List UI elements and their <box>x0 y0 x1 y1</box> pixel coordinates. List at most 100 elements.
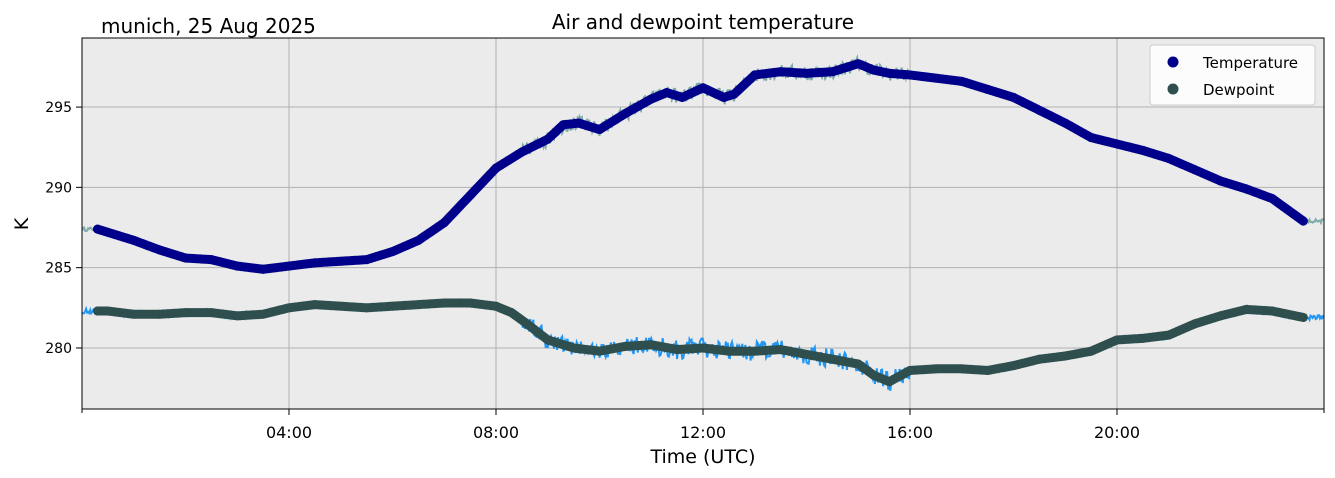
data-point-temperature-14 <box>439 218 449 228</box>
data-point-dewpoint-4 <box>181 308 190 318</box>
data-point-dewpoint-32 <box>869 370 879 380</box>
data-point-temperature-32 <box>827 67 837 77</box>
data-point-dewpoint-12 <box>388 301 397 311</box>
data-point-temperature-15 <box>465 190 475 200</box>
data-point-dewpoint-23 <box>646 340 656 350</box>
data-point-temperature-44 <box>1112 139 1122 149</box>
data-point-dewpoint-43 <box>1138 333 1148 343</box>
data-point-temperature-41 <box>1034 105 1044 115</box>
x-axis: 04:00 08:00 12:00 16:00 20:00 <box>81 409 1325 442</box>
data-point-dewpoint-39 <box>1034 354 1044 364</box>
data-point-temperature-22 <box>620 108 630 118</box>
data-point-dewpoint-28 <box>776 345 786 355</box>
x-tick-label-3: 16:00 <box>887 423 933 442</box>
chart-subtitle: munich, 25 Aug 2025 <box>101 14 316 38</box>
y-tick-label-3: 295 <box>45 100 72 116</box>
data-point-temperature-51 <box>1298 216 1308 226</box>
legend-label-dewpoint: Dewpoint <box>1203 81 1274 99</box>
data-point-temperature-34 <box>869 65 879 75</box>
data-point-dewpoint-47 <box>1241 304 1251 314</box>
x-tick-label-1: 08:00 <box>473 423 519 442</box>
data-point-dewpoint-42 <box>1112 335 1122 345</box>
data-point-temperature-13 <box>413 235 423 245</box>
data-point-temperature-4 <box>181 253 190 263</box>
x-tick-label-0: 04:00 <box>266 423 312 442</box>
data-point-temperature-11 <box>362 255 372 265</box>
legend-marker-temperature <box>1167 56 1179 68</box>
data-point-dewpoint-19 <box>543 335 553 345</box>
data-point-temperature-28 <box>729 89 739 99</box>
data-point-temperature-26 <box>698 83 708 93</box>
data-point-temperature-40 <box>1009 92 1018 102</box>
data-point-dewpoint-34 <box>905 365 915 375</box>
data-point-temperature-25 <box>677 92 687 102</box>
data-point-dewpoint-2 <box>129 309 139 319</box>
data-point-temperature-9 <box>310 258 320 268</box>
y-axis: 280 285 290 295 <box>45 100 82 357</box>
data-point-dewpoint-18 <box>522 319 532 329</box>
data-point-dewpoint-6 <box>232 311 242 321</box>
data-point-dewpoint-0 <box>93 306 103 316</box>
legend: Temperature Dewpoint <box>1149 44 1316 106</box>
data-point-dewpoint-48 <box>1267 306 1277 316</box>
data-point-dewpoint-29 <box>802 349 811 359</box>
data-point-dewpoint-38 <box>1009 361 1018 371</box>
legend-box <box>1149 44 1316 106</box>
data-point-temperature-29 <box>750 70 760 80</box>
data-point-temperature-48 <box>1216 176 1225 186</box>
data-point-temperature-46 <box>1164 153 1174 163</box>
data-point-temperature-3 <box>155 245 165 255</box>
data-point-temperature-47 <box>1190 165 1200 175</box>
chart-title: Air and dewpoint temperature <box>552 10 854 34</box>
data-point-dewpoint-17 <box>507 308 517 318</box>
data-point-dewpoint-40 <box>1060 351 1070 361</box>
data-point-dewpoint-46 <box>1216 311 1225 321</box>
data-point-dewpoint-44 <box>1164 330 1174 340</box>
data-point-temperature-20 <box>574 118 584 128</box>
data-point-dewpoint-36 <box>957 364 967 374</box>
data-point-dewpoint-7 <box>258 309 268 319</box>
data-point-dewpoint-31 <box>853 359 863 369</box>
data-point-temperature-0 <box>93 224 103 234</box>
data-point-dewpoint-8 <box>284 303 294 313</box>
data-point-temperature-35 <box>884 68 894 78</box>
data-point-dewpoint-16 <box>491 301 501 311</box>
data-point-temperature-45 <box>1138 145 1148 155</box>
x-tick-label-4: 20:00 <box>1094 423 1140 442</box>
data-point-temperature-42 <box>1060 118 1070 128</box>
data-point-temperature-6 <box>232 261 242 271</box>
smoothed-series <box>93 59 1308 387</box>
data-point-dewpoint-27 <box>750 346 760 356</box>
data-point-dewpoint-37 <box>983 365 993 375</box>
data-point-temperature-38 <box>957 76 967 86</box>
data-point-dewpoint-25 <box>698 343 708 353</box>
data-point-temperature-30 <box>776 67 786 77</box>
data-point-temperature-37 <box>931 73 941 83</box>
data-point-dewpoint-30 <box>827 354 837 364</box>
data-point-temperature-12 <box>388 247 397 257</box>
data-point-dewpoint-21 <box>595 346 604 356</box>
x-axis-label: Time (UTC) <box>649 446 755 468</box>
y-axis-label: K <box>11 217 33 230</box>
data-point-dewpoint-15 <box>465 298 475 308</box>
data-point-dewpoint-35 <box>931 364 941 374</box>
data-point-temperature-19 <box>558 120 568 130</box>
data-point-temperature-8 <box>284 261 294 271</box>
data-point-dewpoint-24 <box>672 345 682 355</box>
data-point-dewpoint-49 <box>1298 312 1308 322</box>
data-point-dewpoint-22 <box>620 341 630 351</box>
data-point-temperature-39 <box>983 84 993 94</box>
legend-marker-dewpoint <box>1167 83 1179 95</box>
data-point-dewpoint-26 <box>724 346 734 356</box>
legend-label-temperature: Temperature <box>1202 54 1298 72</box>
data-point-temperature-21 <box>595 125 604 135</box>
data-point-temperature-31 <box>802 68 811 78</box>
y-tick-label-1: 285 <box>45 261 72 277</box>
data-point-dewpoint-41 <box>1086 346 1096 356</box>
data-point-temperature-33 <box>853 59 863 69</box>
data-point-temperature-49 <box>1241 184 1251 194</box>
x-tick-label-2: 12:00 <box>680 423 726 442</box>
data-point-temperature-24 <box>662 88 672 98</box>
data-point-dewpoint-10 <box>336 301 346 311</box>
data-point-dewpoint-14 <box>439 298 449 308</box>
